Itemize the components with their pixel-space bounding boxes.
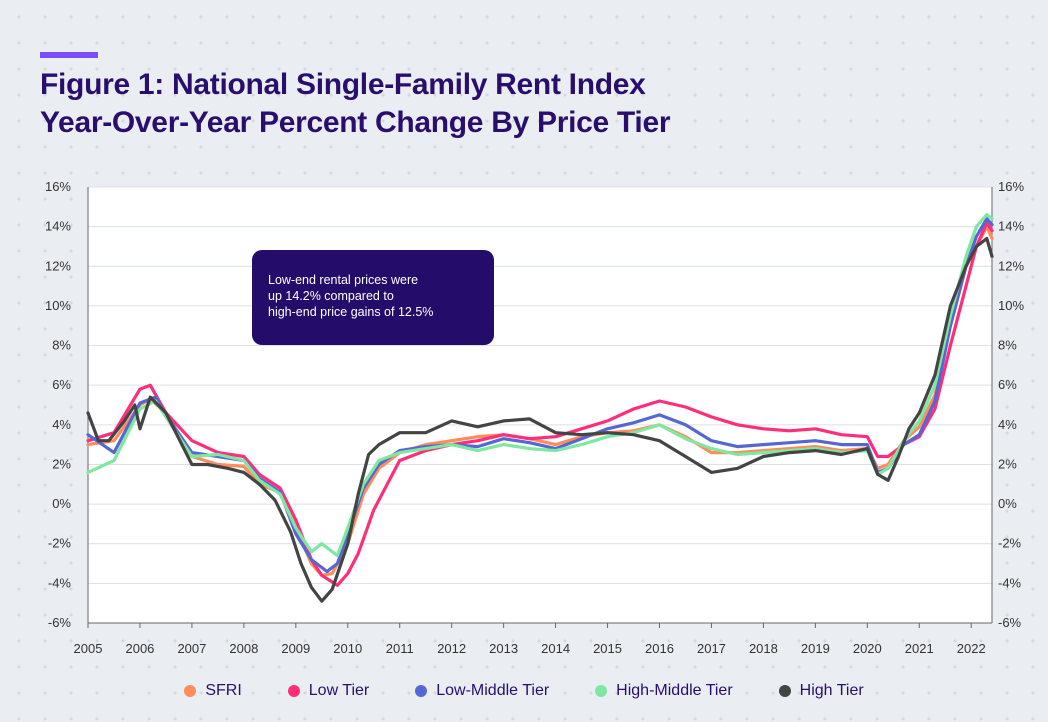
y-tick-label-left: 12% [45,258,71,273]
y-tick-label-right: 4% [998,417,1017,432]
legend-label: Low-Middle Tier [436,682,550,699]
chart-title: Figure 1: National Single-Family Rent In… [40,66,671,142]
y-tick-label-right: 2% [998,456,1017,471]
x-tick-label: 2008 [229,641,258,656]
y-tick-label-left: 14% [45,219,71,234]
x-tick-label: 2022 [957,641,986,656]
legend-label: SFRI [205,682,242,699]
x-tick-label: 2016 [645,641,674,656]
y-tick-label-right: 6% [998,377,1017,392]
y-tick-label-right: 0% [998,496,1017,511]
y-tick-label-left: -6% [48,615,72,630]
legend-marker [184,685,197,697]
x-tick-label: 2020 [853,641,882,656]
x-tick-label: 2014 [541,641,570,656]
annotation-line-3: high-end price gains of 12.5% [268,305,434,319]
x-tick-label: 2009 [281,641,310,656]
x-tick-label: 2005 [74,641,103,656]
x-tick-label: 2018 [749,641,778,656]
y-tick-label-left: 8% [52,338,71,353]
x-tick-label: 2017 [697,641,726,656]
y-tick-label-left: 0% [52,496,71,511]
legend-marker [287,685,300,697]
x-tick-label: 2011 [386,641,414,656]
chart-legend: SFRI Low Tier Low-Middle Tier High-Middle T… [0,682,1048,700]
legend-item: Low-Middle Tier [415,682,549,700]
title-accent-bar [40,52,98,58]
legend-label: Low Tier [308,682,370,699]
x-tick-label: 2010 [333,641,362,656]
y-tick-label-left: 16% [45,179,71,194]
x-tick-label: 2015 [593,641,622,656]
y-tick-label-right: 10% [998,298,1024,313]
legend-item: Low Tier [287,682,370,700]
x-tick-label: 2006 [125,641,154,656]
legend-marker [778,685,791,697]
legend-marker [415,685,428,697]
chart-title-line-1: Figure 1: National Single-Family Rent In… [40,68,646,101]
x-tick-label: 2019 [801,641,830,656]
series-line-high-tier [86,236,994,603]
annotation-line-2: up 14.2% compared to [268,289,394,303]
legend-item: High Tier [778,682,864,700]
y-tick-label-right: -6% [998,615,1022,630]
plot-area [88,187,992,623]
legend-item: High-Middle Tier [595,682,733,700]
y-tick-label-left: 6% [52,377,71,392]
y-tick-label-left: -2% [48,536,72,551]
y-tick-label-right: 12% [998,258,1024,273]
y-tick-label-right: -2% [998,536,1022,551]
chart-title-line-2: Year-Over-Year Percent Change By Price T… [40,106,671,139]
legend-marker [595,685,608,697]
y-tick-label-left: 10% [45,298,71,313]
legend-label: High-Middle Tier [616,682,733,699]
y-tick-label-left: -4% [48,575,72,590]
x-tick-label: 2013 [489,641,518,656]
y-tick-label-right: -4% [998,575,1022,590]
y-tick-label-left: 4% [52,417,71,432]
y-tick-label-right: 8% [998,338,1017,353]
series-line-low-tier [86,221,994,587]
y-tick-label-left: 2% [52,456,71,471]
annotation-callout: Low-end rental prices were up 14.2% comp… [252,250,494,345]
series-line-high-middle-tier [86,213,994,558]
x-tick-label: 2021 [905,641,934,656]
x-tick-label: 2007 [177,641,206,656]
legend-item: SFRI [184,682,242,700]
annotation-line-1: Low-end rental prices were [268,273,419,287]
y-tick-label-right: 16% [998,179,1024,194]
legend-label: High Tier [799,682,864,699]
x-tick-label: 2012 [437,641,466,656]
y-tick-label-right: 14% [998,219,1024,234]
